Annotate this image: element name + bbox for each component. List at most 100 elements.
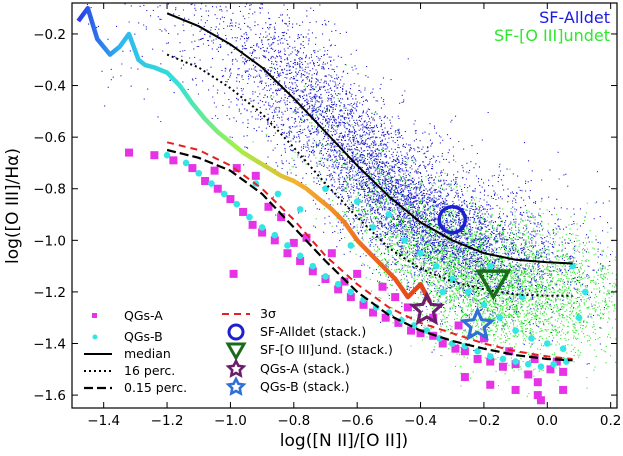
qgs-b-point (448, 275, 456, 283)
qgs-b-point (347, 288, 355, 296)
qgs-b-point (233, 200, 241, 208)
x-tick-label: −1.2 (151, 413, 184, 429)
stack-sf-oiii-undet (475, 269, 512, 301)
sigma3-curve (166, 141, 573, 360)
qgs-b-point (271, 231, 279, 239)
qgs-b-point (296, 206, 304, 213)
legend: QGs-A QGs-B median 16 perc. 0.15 perc. 3… (84, 306, 393, 396)
p015-curve (166, 148, 573, 362)
qgs-b-point (296, 252, 304, 260)
qgs-b-point (433, 262, 440, 270)
qgs-b-point (274, 190, 282, 198)
qgs-a-point (454, 321, 463, 330)
qgs-a-point (248, 220, 257, 229)
qgs-a-point (125, 148, 134, 157)
y-tick-label: −1.2 (33, 285, 66, 301)
qgs-a-point (359, 300, 368, 309)
x-axis: −1.4 −1.2 −1.0 −0.8 −0.6 −0.4 −0.2 0.0 0.2 (87, 3, 621, 429)
qgs-a-point (327, 249, 336, 258)
qgs-b-point (258, 224, 266, 231)
qgs-b-point (496, 314, 504, 322)
legend-p16: 16 perc. (124, 363, 175, 378)
x-tick-label: 0.0 (537, 413, 558, 429)
legend-median: median (124, 346, 171, 361)
qgs-a-point (270, 236, 279, 245)
qgs-b-point (322, 273, 329, 280)
qgs-a-point (530, 354, 539, 363)
qgs-a-point (213, 184, 222, 193)
x-tick-label: −1.4 (87, 413, 120, 429)
qgs-b-point (398, 316, 405, 324)
qgs-b-point (524, 360, 532, 368)
x-tick-label: 0.2 (600, 413, 621, 429)
qgs-a-point (486, 380, 495, 389)
qgs-b-point (163, 151, 171, 159)
p16-curve (166, 53, 573, 297)
y-tick-label: −1.6 (33, 388, 66, 404)
qgs-a-point (258, 228, 267, 237)
qgs-a-point (340, 277, 349, 286)
x-axis-label: log([N II]/[O II]) (280, 431, 408, 451)
legend-qgs-b-stack: QGs-B (stack.) (260, 379, 350, 394)
qgs-a-point (407, 326, 416, 335)
legend-sf-oiii-stack: SF-[O III]und. (stack.) (260, 342, 393, 357)
qgs-a-point (150, 151, 159, 160)
stack-qgs-a (408, 291, 445, 326)
y-tick-label: −0.4 (33, 79, 66, 95)
qgs-b-point (347, 242, 355, 249)
qgs-a-point (229, 269, 238, 278)
y-axis-label: log([O III]/Hα) (3, 148, 23, 264)
qgs-b-point (464, 288, 472, 296)
qgs-b-point (309, 262, 317, 270)
median-curve (166, 12, 573, 265)
qgs-b-point (537, 363, 545, 371)
qgs-b-point (480, 301, 488, 309)
qgs-b-point (208, 180, 215, 187)
qgs-a-point (210, 166, 219, 175)
legend-sf-alldet-stack: SF-Alldet (stack.) (260, 324, 366, 339)
qgs-b-point (550, 360, 557, 368)
qgs-b-point (182, 159, 190, 167)
qgs-a-point (533, 391, 542, 400)
qgs-b-point (474, 347, 481, 355)
y-tick-label: −0.6 (33, 130, 66, 146)
qgs-a-point (403, 303, 412, 312)
stack-qgs-b (459, 306, 496, 341)
label-sf-oiii-undet: SF-[O III]undet (494, 26, 610, 45)
qgs-a-point (524, 370, 533, 379)
qgs-b-point (220, 190, 228, 198)
qgs-a-point (251, 171, 260, 180)
qgs-b-point (512, 327, 519, 334)
qgs-b-point (401, 237, 409, 244)
qgs-b-point (334, 280, 342, 288)
qgs-a-point (460, 373, 469, 382)
qgs-b-point (410, 322, 418, 329)
y-axis: −0.2 −0.4 −0.6 −0.8 −1.0 −1.2 −1.4 −1.6 (33, 27, 617, 404)
qgs-a-point (289, 238, 298, 247)
qgs-b-point (369, 224, 377, 231)
legend-sf-oiii-stack-marker (225, 342, 247, 362)
qgs-a-point (505, 347, 514, 356)
qgs-a-point (479, 334, 488, 343)
qgs-a-point (546, 365, 555, 374)
qgs-a-point (201, 176, 210, 185)
qgs-b-point (353, 198, 361, 205)
legend-qgs-b: QGs-B (124, 329, 163, 344)
y-tick-label: −0.8 (33, 182, 66, 198)
legend-qgs-a-stack-marker (225, 358, 247, 378)
qgs-a-point (391, 293, 400, 302)
qgs-a-point (533, 378, 542, 387)
legend-p015: 0.15 perc. (124, 380, 187, 395)
qgs-a-point (394, 318, 403, 327)
qgs-a-point (283, 249, 292, 258)
qgs-a-point (552, 357, 561, 366)
legend-qgs-b-marker (92, 334, 98, 340)
qgs-a-point (188, 164, 197, 173)
qgs-a-point (460, 347, 469, 356)
qgs-a-point (498, 362, 507, 371)
qgs-b-point (543, 340, 551, 347)
qgs-a-point (277, 213, 286, 222)
legend-qgs-b-stack-marker (225, 376, 247, 396)
x-tick-label: −0.6 (341, 413, 374, 429)
